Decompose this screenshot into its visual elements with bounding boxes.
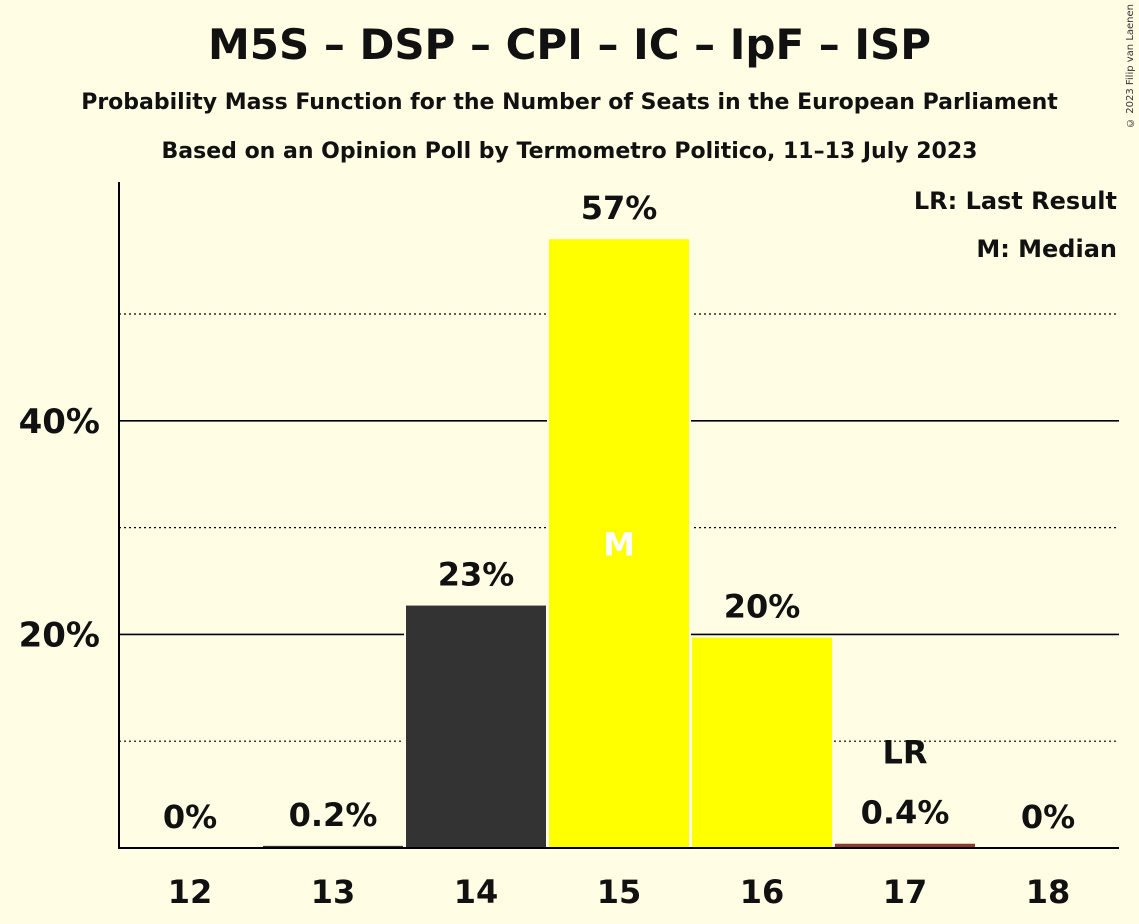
last-result-marker: LR [882,734,927,772]
labels: 20% 40% 0% 12 0.2% 13 23% 14 57% 15 20% 16 0.4% 17 0% 1… [19,189,1076,911]
bar [692,637,832,848]
x-tick-label: 15 [597,873,642,911]
chart-source: Based on an Opinion Poll by Termometro P… [161,139,978,164]
data-label: 23% [438,556,515,594]
x-tick-label: 14 [454,873,499,911]
x-tick-label: 18 [1026,873,1071,911]
data-label: 20% [724,588,801,626]
data-label: 0.4% [861,794,950,832]
y-tick-label: 20% [19,615,100,655]
chart-subtitle: Probability Mass Function for the Number… [81,90,1058,115]
bar [406,605,546,848]
x-tick-label: 16 [740,873,785,911]
median-marker: M [603,526,635,564]
legend-last-result: LR: Last Result [914,187,1117,215]
data-label: 57% [581,189,658,227]
x-tick-label: 17 [883,873,928,911]
data-label: 0.2% [289,796,378,834]
data-label: 0% [163,798,217,836]
chart-title: M5S – DSP – CPI – IC – IpF – ISP [207,20,932,69]
x-tick-label: 12 [168,873,213,911]
bar [263,845,403,848]
x-tick-label: 13 [311,873,356,911]
y-tick-label: 40% [19,402,100,442]
bar [835,843,975,848]
bars [261,237,977,849]
bar [549,239,689,849]
data-label: 0% [1021,798,1075,836]
legend-median: M: Median [976,235,1117,263]
